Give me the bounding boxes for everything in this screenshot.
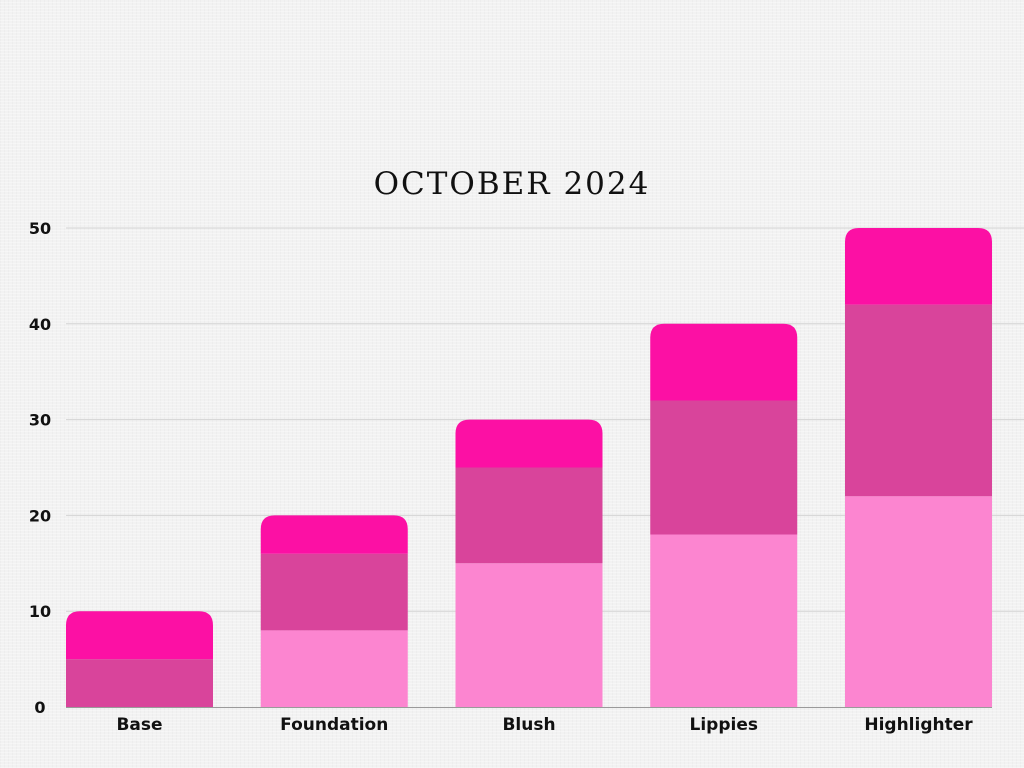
bar-segment-base-2: [66, 659, 213, 707]
bar-segment-blush-1: [455, 563, 603, 707]
bar-segment-lippies-2: [650, 400, 798, 535]
bar-segment-foundation-3: [260, 515, 408, 554]
x-axis-labels: Base Foundation Blush Lippies Highlighter: [116, 715, 973, 735]
chart-title: OCTOBER 2024: [374, 166, 651, 202]
bar-segment-highlighter-1: [845, 496, 992, 707]
y-axis-ticks: 0 10 20 30 40 50: [29, 219, 51, 717]
bar-segment-foundation-1: [260, 630, 408, 707]
bar-segment-foundation-2: [260, 553, 408, 631]
y-tick-label: 0: [34, 698, 45, 717]
bar-segment-lippies-1: [650, 534, 798, 707]
y-tick-label: 20: [29, 506, 51, 525]
y-tick-label: 40: [29, 315, 51, 334]
x-tick-label-highlighter: Highlighter: [864, 715, 973, 735]
bar-segment-blush-3: [455, 419, 603, 468]
x-tick-label-blush: Blush: [502, 715, 555, 735]
bar-segment-highlighter-2: [845, 304, 992, 497]
y-tick-label: 30: [29, 411, 51, 430]
y-tick-label: 50: [29, 219, 51, 238]
x-tick-label-lippies: Lippies: [690, 715, 758, 735]
bar-segment-highlighter-3: [845, 228, 992, 305]
bar-segment-lippies-3: [650, 323, 798, 401]
bar-segment-base-3: [66, 611, 213, 660]
bars: [66, 228, 992, 707]
y-tick-label: 10: [29, 602, 51, 621]
bar-segment-blush-2: [455, 467, 603, 564]
x-tick-label-base: Base: [116, 715, 162, 735]
x-tick-label-foundation: Foundation: [280, 715, 388, 735]
